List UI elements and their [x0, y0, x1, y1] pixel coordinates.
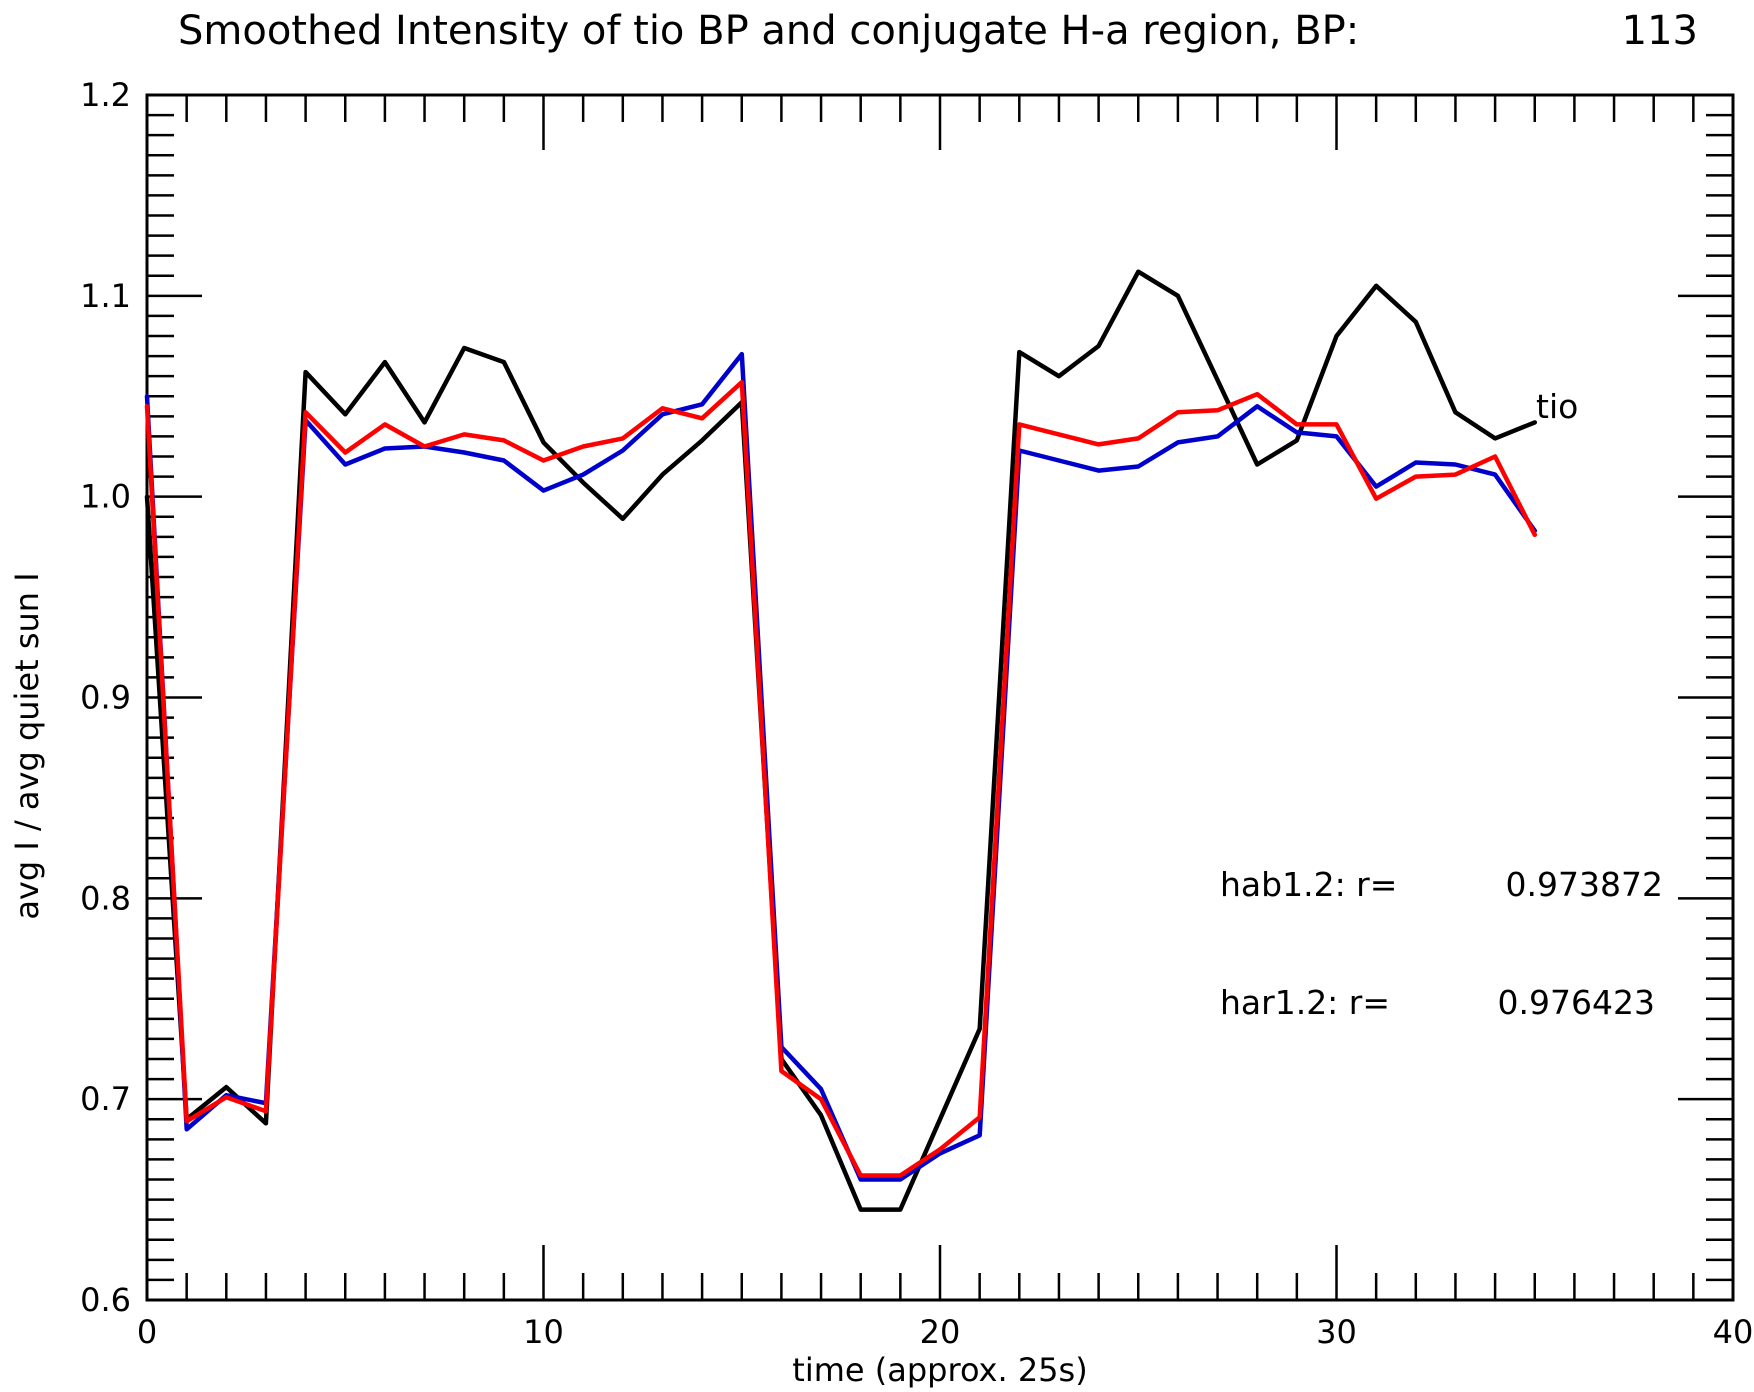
har-correlation-label: har1.2: r= — [1220, 983, 1390, 1022]
har-correlation-value: 0.976423 — [1498, 983, 1655, 1022]
series-line-tio — [144, 269, 1538, 1212]
x-tick-labels: 0 10 20 30 40 — [137, 1313, 1754, 1351]
tio-series-tag: tio — [1536, 387, 1578, 426]
series-line-har1-2 — [144, 379, 1538, 1178]
y-tick-label: 0.6 — [80, 1281, 131, 1319]
y-tick-labels: 0.6 0.7 0.8 0.9 1.0 1.1 1.2 — [80, 76, 131, 1319]
axes — [145, 93, 1735, 1302]
x-tick-label: 30 — [1316, 1313, 1357, 1351]
y-tick-label: 0.8 — [80, 879, 131, 917]
x-tick-label: 0 — [137, 1313, 157, 1351]
x-axis-label: time (approx. 25s) — [792, 1351, 1087, 1389]
y-tick-label: 1.2 — [80, 76, 131, 114]
y-tick-label: 1.0 — [80, 478, 131, 516]
y-tick-label: 0.7 — [80, 1080, 131, 1118]
chart-title: Smoothed Intensity of tio BP and conjuga… — [178, 8, 1359, 54]
x-tick-label: 10 — [523, 1313, 564, 1351]
chart-title-value: 113 — [1622, 8, 1698, 54]
y-tick-label: 0.9 — [80, 679, 131, 717]
x-tick-label: 20 — [920, 1313, 961, 1351]
y-tick-label: 1.1 — [80, 277, 131, 315]
hab-correlation-label: hab1.2: r= — [1220, 865, 1397, 904]
hab-correlation-value: 0.973872 — [1506, 865, 1663, 904]
series-line-hab1-2 — [144, 351, 1538, 1182]
y-axis-label: avg I / avg quiet sun I — [8, 572, 46, 919]
x-tick-label: 40 — [1713, 1313, 1754, 1351]
series-layer — [144, 269, 1538, 1212]
